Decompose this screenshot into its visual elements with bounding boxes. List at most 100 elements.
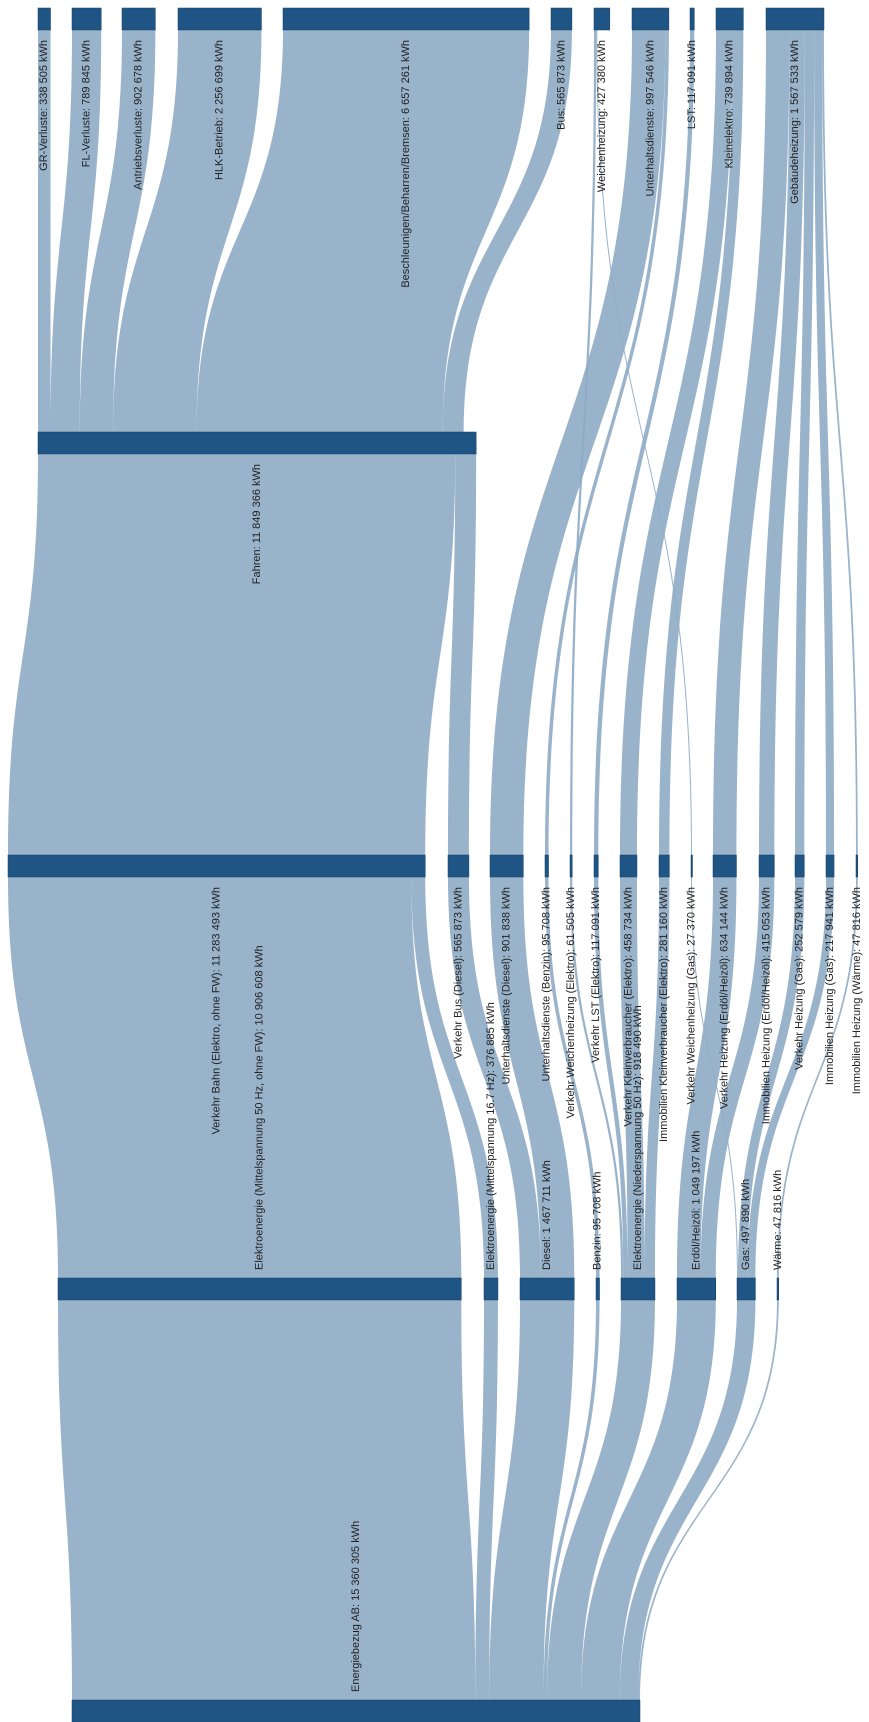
node	[71, 1699, 641, 1722]
flow-link	[475, 1300, 498, 1700]
node-label: Unterhaltsdienste: 997 546 kWh	[644, 40, 656, 197]
node	[544, 854, 549, 878]
node	[177, 7, 262, 31]
node-label: Unterhaltsdienste (Diesel): 901 838 kWh	[501, 887, 513, 1084]
node-label: Erdöl/Heizöl: 1 049 197 kWh	[690, 1131, 702, 1270]
node-label: Verkehr Bahn (Elektro, ohne FW): 11 283 …	[211, 887, 223, 1134]
node	[447, 854, 470, 878]
flow-link	[620, 877, 645, 1278]
node-label: Verkehr Weichenheizung (Elektro): 61 505…	[565, 887, 577, 1119]
flow-link	[659, 30, 744, 855]
flow-link	[196, 30, 530, 432]
node-label: Verkehr LST (Elektro): 117 091 kWh	[590, 887, 602, 1063]
node	[489, 854, 524, 878]
flow-link	[759, 30, 805, 855]
node-label: Kleinelektro: 739 894 kWh	[724, 40, 736, 168]
node	[7, 854, 426, 878]
node	[71, 7, 102, 31]
node	[690, 854, 693, 878]
flow-link	[442, 30, 572, 432]
node-label: Fahren: 11 849 366 kWh	[251, 464, 263, 584]
flow-link	[113, 30, 262, 432]
node-label: LST: 117 091 kWh	[686, 40, 698, 129]
flow-link	[747, 877, 835, 1278]
node	[631, 7, 670, 31]
flow-link	[545, 877, 600, 1278]
node	[758, 854, 775, 878]
node-label: Beschleunigen/Beharren/Bremsen: 6 657 26…	[400, 40, 412, 288]
node	[658, 854, 670, 878]
flow-link	[543, 1300, 600, 1700]
node-label: Gebäudeheizung: 1 567 533 kWh	[789, 40, 801, 204]
flow-link	[738, 877, 805, 1278]
node-label: GR-Verluste: 338 505 kWh	[38, 40, 50, 171]
node	[794, 854, 805, 878]
flow-link	[8, 877, 462, 1278]
node	[569, 854, 573, 878]
flow-link	[570, 30, 597, 855]
flow-link	[545, 30, 669, 855]
node	[57, 1277, 462, 1301]
node	[121, 7, 156, 31]
node-label: FL-Verluste: 789 845 kWh	[81, 40, 93, 167]
node	[620, 1277, 656, 1301]
node	[37, 431, 477, 455]
flow-link	[795, 30, 815, 855]
node	[519, 1277, 575, 1301]
flow-link	[814, 30, 835, 855]
flow-link	[700, 877, 775, 1278]
node-label: Bus: 565 873 kWh	[555, 40, 567, 130]
flow-link	[448, 877, 541, 1278]
node	[689, 7, 695, 31]
node-label: Elektroenergie (Mittelspannung 16.7 Hz):…	[485, 1002, 497, 1270]
node	[736, 1277, 756, 1301]
node-label: HLK-Betrieb: 2 256 699 kWh	[214, 40, 226, 180]
flow-link	[490, 877, 575, 1278]
node-label: Immobilien Heizung (Wärme): 47 816 kWh	[851, 887, 863, 1094]
node-label: Verkehr Kleinverbraucher (Elektro): 458 …	[622, 887, 634, 1127]
flow-link	[594, 877, 628, 1278]
node-label: Verkehr Bus (Diesel): 565 873 kWh	[452, 887, 464, 1059]
flow-link	[644, 877, 670, 1278]
flow-link	[620, 30, 733, 855]
node-label: Immobilien Heizung (Gas): 217 941 kWh	[824, 887, 836, 1085]
flow-link	[50, 30, 102, 432]
node-label: Immobilien Heizung (Erdöl/Heizöl): 415 0…	[761, 887, 773, 1124]
node-label: Elektroenergie (Mittelspannung 50 Hz, oh…	[254, 945, 266, 1270]
node-label: Verkehr Weichenheizung (Gas): 27 370 kWh	[686, 887, 698, 1104]
node	[282, 7, 530, 31]
node-label: Unterhaltsdienste (Benzin): 95 708 kWh	[541, 887, 553, 1081]
node-label: Verkehr Heizung (Gas): 252 579 kWh	[794, 887, 806, 1070]
node-label: Diesel: 1 467 711 kWh	[541, 1160, 553, 1270]
flow-link	[713, 30, 790, 855]
flow-link	[581, 1300, 716, 1700]
node-label: Gas: 497 890 kWh	[740, 1179, 752, 1270]
node	[595, 1277, 600, 1301]
flow-link	[638, 1300, 779, 1700]
flow-link	[619, 1300, 756, 1700]
node-label: Verkehr Heizung (Erdöl/Heizöl): 634 144 …	[719, 887, 731, 1109]
node	[776, 1277, 780, 1301]
node-label: Weichenheizung: 427 380 kWh	[596, 40, 608, 192]
node	[825, 854, 835, 878]
flow-link	[490, 30, 666, 855]
node	[676, 1277, 717, 1301]
flow-link	[58, 1300, 476, 1700]
flow-link	[448, 454, 477, 855]
node	[550, 7, 573, 31]
node-label: Elektroenergie (Niederspannung 50 Hz): 9…	[632, 1005, 644, 1270]
flow-link	[777, 877, 858, 1278]
flow-link	[411, 877, 498, 1278]
node-label: Wärme: 47 816 kWh	[772, 1170, 784, 1270]
node-label: Energiebezug AB: 15 360 305 kWh	[350, 1521, 362, 1692]
node	[483, 1277, 499, 1301]
labels: Energiebezug AB: 15 360 305 kWh Elektroen…	[38, 40, 863, 1692]
links	[8, 30, 858, 1700]
node-label: Immobilien Kleinverbraucher (Elektro): 2…	[658, 887, 670, 1142]
node	[855, 854, 859, 878]
node	[37, 7, 51, 31]
flow-link	[594, 30, 695, 855]
node	[593, 854, 599, 878]
flow-link	[547, 1300, 655, 1700]
